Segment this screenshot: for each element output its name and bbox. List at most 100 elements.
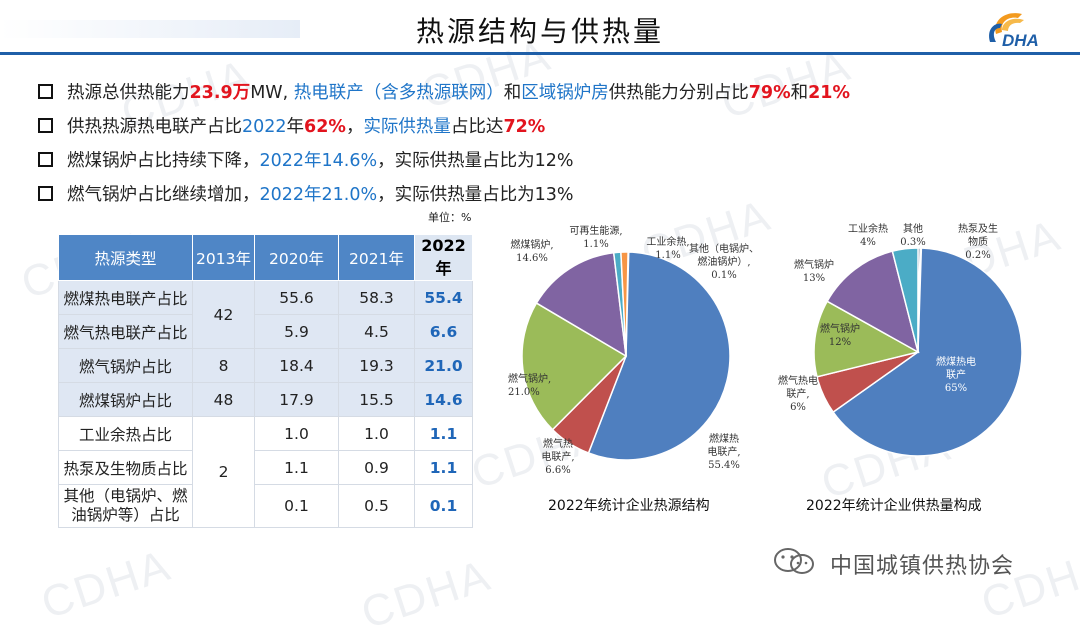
bullet-run: 72% [503,116,546,137]
data-label: 燃气热电 [778,374,818,387]
bullet-run: MW, [250,82,294,103]
bullet-item: 燃煤锅炉占比持续下降，2022年14.6%，实际供热量占比为12% [38,142,1038,176]
square-bullet-icon [38,117,53,133]
data-label: 55.4% [708,460,740,471]
bullet-run: 供热能力分别占比 [608,82,749,103]
data-label: 物质 [968,235,988,248]
bullet-text: 供热热源热电联产占比2022年62%，实际供热量占比达72% [67,113,545,138]
bullet-run: 热电联产（含多热源联网） [293,82,504,103]
bullet-run: 2022 [242,116,287,137]
data-label: 65% [945,383,967,394]
data-label: 14.6% [516,253,548,264]
data-label: 燃气锅炉, [508,372,551,385]
data-label: 6% [790,402,806,413]
bullet-run: 62% [304,116,346,137]
heat-source-structure-pie: 燃煤热电联产, 55.4% 燃气热电联产, 6.6% 燃气锅炉, 21.0% 燃煤锅炉, 14… [508,224,759,476]
table-row: 燃气锅炉占比 8 18.4 19.3 21.0 [58,348,473,383]
wechat-icon [774,548,814,574]
bullet-run: 热源总供热能力 [67,82,190,103]
cell-2021: 19.3 [338,348,415,383]
heat-supply-composition-pie: 燃煤热电联产 65% 燃气热电联产, 6% 燃气锅炉 12% 燃气锅炉 13% 工业余热 4% 其他… [778,222,1023,457]
data-label: 4% [860,237,876,248]
data-label: 工业余热, [646,235,689,248]
cdha-logo-icon: DHA [989,13,1039,50]
cell-2021: 15.5 [338,382,415,417]
data-label: 0.3% [900,237,925,248]
row-label: 燃气锅炉占比 [58,348,193,383]
column-header: 2013年 [192,234,255,281]
bullet-run: ， [345,116,364,137]
bullet-run: 燃煤锅炉占比持续下降， [67,150,260,171]
bullet-item: 燃气锅炉占比继续增加，2022年21.0%，实际供热量占比为13% [38,176,1038,210]
data-label: 其他 [903,222,923,235]
table-row: 燃气热电联产占比 5.9 4.5 6.6 [58,314,473,349]
table-row: 其他（电锅炉、燃 油锅炉等）占比 0.1 0.5 0.1 [58,484,473,528]
data-label: 可再生能源, [569,224,622,237]
cell-2021: 0.9 [338,450,415,485]
bullet-run: 年 [286,116,305,137]
bullet-run: 占比达 [450,116,504,137]
data-label: 联产, [786,387,809,400]
pie-slice [832,247,1023,457]
bullet-run: 和 [503,82,522,103]
cell-2020: 17.9 [254,382,339,417]
data-label: 燃气锅炉 [794,258,834,271]
data-label: 工业余热 [848,222,888,235]
column-header: 热源类型 [58,234,193,281]
slide-header: 热源结构与供热量 DHA [0,0,1080,62]
header-rule [0,52,1080,55]
data-label: 燃煤锅炉, [510,238,553,251]
bullet-text: 燃煤锅炉占比持续下降，2022年14.6%，实际供热量占比为12% [67,147,574,172]
table-row: 工业余热占比 2 1.0 1.0 1.1 [58,416,473,528]
bullet-run: 2022年21.0% [259,184,378,205]
cell-2020: 5.9 [254,314,339,349]
bullet-run: 燃气锅炉占比继续增加， [67,184,260,205]
cell-2022: 6.6 [414,314,473,349]
square-bullet-icon [38,151,53,167]
bullet-run: 21% [808,82,850,103]
bullet-run: 和 [790,82,809,103]
data-label: 联产 [946,368,966,381]
row-label: 工业余热占比 [58,416,193,451]
bullet-run: 供热热源热电联产占比 [67,116,242,137]
data-label: 燃气热 [543,437,573,450]
row-label: 燃煤热电联产占比 [58,280,193,315]
cell-2013: 48 [192,382,255,417]
data-label: 燃气锅炉 [820,322,860,335]
bullet-text: 热源总供热能力23.9万MW, 热电联产（含多热源联网）和区域锅炉房供热能力分别… [67,79,850,104]
row-label: 燃气热电联产占比 [58,314,193,349]
pie-slice [535,251,627,358]
cell-2022: 0.1 [414,484,473,528]
chart-title: 2022年统计企业热源结构 [548,498,710,514]
cell-2022: 21.0 [414,348,473,383]
table-row: 燃煤锅炉占比 48 17.9 15.5 14.6 [58,382,473,417]
cell-2022: 55.4 [414,280,473,315]
bullet-run: 实际供热量 [363,116,451,137]
data-label: 1.1% [583,239,608,250]
pie-slice [813,300,921,378]
chart-title: 2022年统计企业供热量构成 [806,498,982,514]
cell-2020: 1.1 [254,450,339,485]
bullet-run: 23.9万 [189,82,251,103]
cell-2013: 8 [192,348,255,383]
cell-2020: 1.0 [254,416,339,451]
cell-2022: 1.1 [414,416,473,451]
row-label-line: 油锅炉等）占比 [71,506,180,524]
row-label: 燃煤锅炉占比 [58,382,193,417]
header-accent [0,20,300,38]
data-label: 燃煤热 [709,432,739,445]
footer-text: 中国城镇供热协会 [830,554,1015,579]
pie-slice [521,302,628,431]
cell-2021: 0.5 [338,484,415,528]
data-label: 12% [829,337,851,348]
logo-text: DHA [1002,31,1039,50]
bullet-run: 区域锅炉房 [521,82,609,103]
data-label: 0.2% [965,250,990,261]
pie-slice [917,247,921,353]
row-label-line: 其他（电锅炉、燃 [63,487,188,505]
data-label: 电联产, [707,445,740,458]
cell-2022: 14.6 [414,382,473,417]
cell-2022: 1.1 [414,450,473,485]
data-label: 6.6% [545,465,570,476]
data-label: 其他（电锅炉、 [689,242,759,255]
